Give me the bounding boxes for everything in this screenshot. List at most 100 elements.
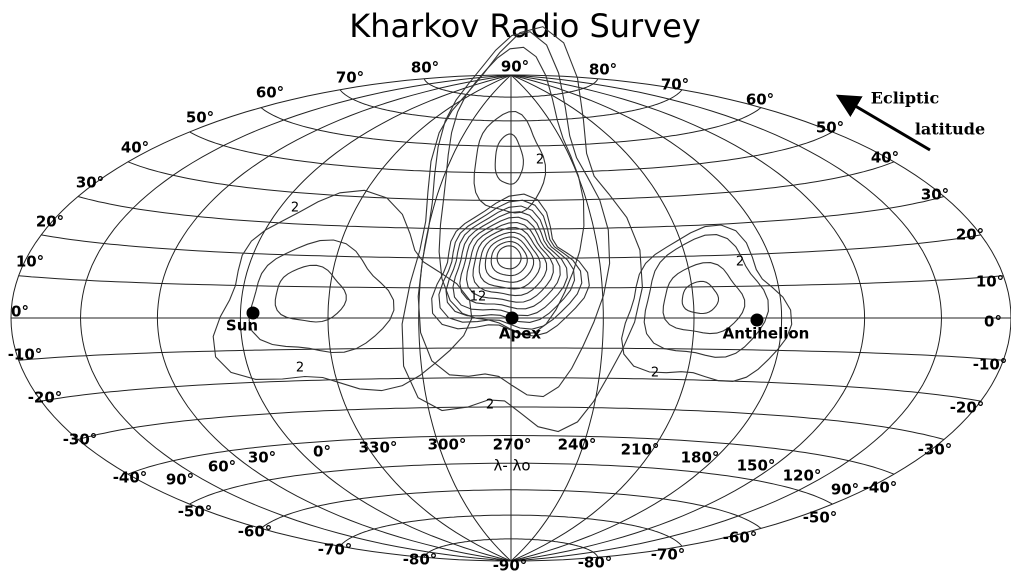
contour-label: 2 bbox=[296, 361, 304, 376]
meridian bbox=[418, 74, 512, 562]
point-marker bbox=[750, 313, 764, 327]
latitude-label: 10° bbox=[976, 273, 1004, 291]
contour-label: 2 bbox=[651, 366, 659, 381]
latitude-label: -40° bbox=[863, 479, 898, 497]
latitude-label: 20° bbox=[956, 226, 984, 244]
latitude-label: 10° bbox=[16, 253, 44, 271]
latitude-label: 60° bbox=[256, 84, 284, 102]
contour bbox=[478, 231, 541, 290]
longitude-label: 120° bbox=[783, 467, 822, 485]
latitude-label: -70° bbox=[651, 546, 686, 564]
latitude-label: -10° bbox=[8, 346, 43, 364]
contour bbox=[401, 26, 643, 433]
contour bbox=[681, 280, 720, 315]
contour-label: 2 bbox=[486, 398, 494, 413]
longitude-label: 0° bbox=[313, 443, 331, 461]
longitude-label: 240° bbox=[558, 436, 597, 454]
contour-label: 2 bbox=[291, 201, 299, 216]
latitude-label: -50° bbox=[178, 503, 213, 521]
latitude-label: -80° bbox=[403, 551, 438, 569]
contour bbox=[494, 133, 524, 185]
latitude-label: 40° bbox=[121, 139, 149, 157]
latitude-label: -10° bbox=[973, 356, 1008, 374]
latitude-label: 80° bbox=[589, 61, 617, 79]
contour-label: 2 bbox=[736, 255, 744, 270]
contour bbox=[473, 110, 547, 214]
longitude-label: 150° bbox=[737, 457, 776, 475]
legend-arrow bbox=[835, 94, 931, 152]
latitude-label: 50° bbox=[186, 109, 214, 127]
meridian bbox=[510, 74, 866, 562]
latitude-label: -60° bbox=[723, 529, 758, 547]
contour bbox=[465, 221, 554, 303]
contour bbox=[212, 189, 473, 392]
legend-text: latitude bbox=[915, 120, 985, 139]
contour bbox=[274, 264, 347, 323]
latitude-label: -80° bbox=[578, 554, 613, 572]
pole-label: 90° bbox=[501, 58, 529, 76]
latitude-label: -30° bbox=[63, 431, 98, 449]
contour bbox=[438, 199, 583, 330]
point-marker bbox=[505, 311, 519, 325]
meridian bbox=[10, 74, 512, 562]
map-title: Kharkov Radio Survey bbox=[349, 7, 701, 45]
contour bbox=[496, 245, 522, 270]
meridian bbox=[239, 74, 512, 562]
latitude-label: 30° bbox=[921, 186, 949, 204]
contour bbox=[490, 240, 528, 277]
latitude-label: -50° bbox=[803, 509, 838, 527]
contour bbox=[417, 31, 611, 398]
point-label: Sun bbox=[226, 317, 258, 335]
legend-text: Ecliptic bbox=[871, 89, 940, 108]
contour bbox=[445, 205, 576, 323]
meridian bbox=[510, 74, 695, 562]
meridian bbox=[79, 74, 512, 562]
meridian bbox=[510, 74, 783, 562]
longitude-label: 30° bbox=[248, 449, 276, 467]
contour bbox=[452, 211, 568, 317]
contour bbox=[662, 262, 746, 335]
contour bbox=[431, 193, 590, 337]
contour bbox=[621, 224, 793, 382]
contour-label: 12 bbox=[470, 290, 487, 305]
contour bbox=[472, 227, 548, 297]
point-marker bbox=[246, 306, 260, 320]
contour-label: 2 bbox=[536, 153, 544, 168]
meridian bbox=[327, 74, 512, 562]
latitude-label: -20° bbox=[950, 399, 985, 417]
contour bbox=[643, 234, 769, 358]
meridian bbox=[510, 74, 604, 562]
point-label: Antihelion bbox=[723, 325, 810, 343]
pole-label: -90° bbox=[493, 557, 528, 574]
latitude-label: 40° bbox=[871, 149, 899, 167]
contour bbox=[459, 216, 561, 310]
point-label: Apex bbox=[499, 325, 542, 343]
longitude-label: 270° bbox=[493, 436, 532, 454]
latitude-label: -40° bbox=[113, 469, 148, 487]
meridian bbox=[156, 74, 512, 562]
contour bbox=[248, 239, 395, 354]
latitude-label: 80° bbox=[411, 59, 439, 77]
contour bbox=[438, 46, 585, 335]
latitude-label: -70° bbox=[318, 541, 353, 559]
latitude-label: -30° bbox=[918, 441, 953, 459]
longitude-label: 60° bbox=[208, 458, 236, 476]
latitude-label: -20° bbox=[28, 389, 63, 407]
latitude-label: 0° bbox=[11, 303, 29, 321]
longitude-label: 300° bbox=[428, 436, 467, 454]
latitude-label: 70° bbox=[336, 69, 364, 87]
latitude-label: 60° bbox=[746, 91, 774, 109]
latitude-label: 70° bbox=[661, 76, 689, 94]
latitude-label: 30° bbox=[76, 174, 104, 192]
longitude-label: 210° bbox=[621, 441, 660, 459]
longitude-label: 180° bbox=[681, 449, 720, 467]
latitude-label: -60° bbox=[238, 523, 273, 541]
latitude-label: 50° bbox=[816, 119, 844, 137]
meridian bbox=[510, 74, 1011, 562]
meridian bbox=[510, 74, 943, 562]
longitude-label: 330° bbox=[359, 439, 398, 457]
longitude-label: 90° bbox=[166, 471, 194, 489]
contour bbox=[484, 236, 535, 283]
longitude-label: 90° bbox=[831, 481, 859, 499]
